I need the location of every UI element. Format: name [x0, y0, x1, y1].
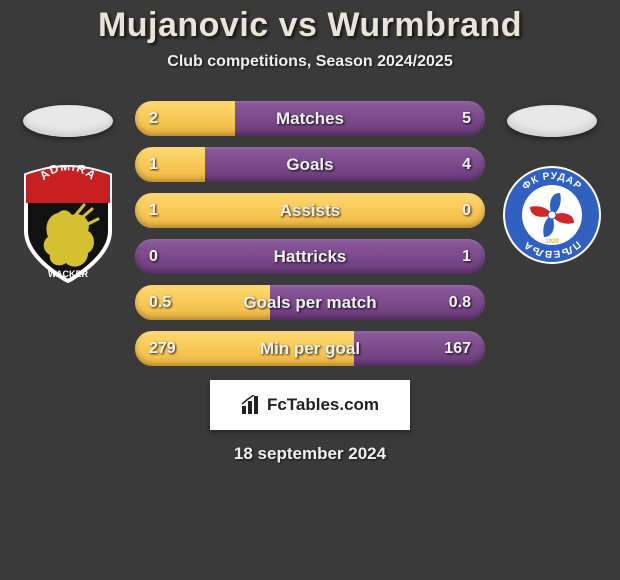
stat-value-left: 0.5 — [149, 294, 183, 312]
stat-value-right: 4 — [437, 156, 471, 174]
stat-value-left: 1 — [149, 202, 183, 220]
page-title: Mujanovic vs Wurmbrand — [98, 6, 522, 45]
stat-row: 0.5Goals per match0.8 — [135, 285, 485, 320]
stats-column: 2Matches51Goals41Assists00Hattricks10.5G… — [135, 101, 485, 366]
stat-row: 2Matches5 — [135, 101, 485, 136]
bar-chart-icon — [241, 395, 263, 415]
stat-label: Hattricks — [183, 247, 437, 267]
infographic-container: Mujanovic vs Wurmbrand Club competitions… — [0, 0, 620, 580]
stat-value-left: 279 — [149, 340, 183, 358]
page-subtitle: Club competitions, Season 2024/2025 — [167, 53, 452, 71]
stat-value-right: 0.8 — [437, 294, 471, 312]
shield-icon: ADMIRA WACKER — [18, 165, 118, 283]
right-player-placeholder — [507, 105, 597, 137]
badge-year: 1920 — [545, 239, 559, 245]
brand-box: FcTables.com — [210, 380, 410, 430]
stat-label: Goals — [183, 155, 437, 175]
stat-value-right: 5 — [437, 110, 471, 128]
stat-label: Assists — [183, 201, 437, 221]
stat-row: 279Min per goal167 — [135, 331, 485, 366]
stat-value-right: 1 — [437, 248, 471, 266]
stat-value-right: 0 — [437, 202, 471, 220]
stat-value-right: 167 — [437, 340, 471, 358]
badge-bottom-text: WACKER — [48, 269, 88, 279]
stat-row: 0Hattricks1 — [135, 239, 485, 274]
right-player-column: ФК РУДАР ПЉЕВЉА 1920 — [497, 101, 607, 265]
stat-value-left: 2 — [149, 110, 183, 128]
right-club-badge: ФК РУДАР ПЉЕВЉА 1920 — [502, 165, 602, 265]
left-player-column: ADMIRA WACKER — [13, 101, 123, 283]
main-area: ADMIRA WACKER 2Matches51Goals41Assists00… — [0, 101, 620, 366]
stat-label: Matches — [183, 109, 437, 129]
stat-row: 1Goals4 — [135, 147, 485, 182]
stat-value-left: 0 — [149, 248, 183, 266]
left-club-badge: ADMIRA WACKER — [18, 165, 118, 283]
stat-value-left: 1 — [149, 156, 183, 174]
brand-text: FcTables.com — [267, 395, 379, 415]
stat-label: Goals per match — [183, 293, 437, 313]
left-player-placeholder — [23, 105, 113, 137]
stat-label: Min per goal — [183, 339, 437, 359]
circle-badge-icon: ФК РУДАР ПЉЕВЉА 1920 — [502, 165, 602, 265]
date-text: 18 september 2024 — [234, 444, 386, 464]
stat-row: 1Assists0 — [135, 193, 485, 228]
